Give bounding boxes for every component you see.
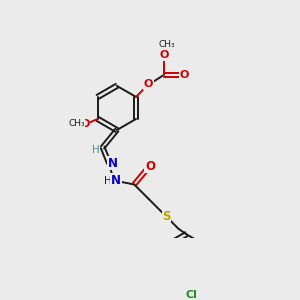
Text: S: S	[162, 210, 171, 223]
Text: CH₃: CH₃	[158, 40, 175, 49]
Text: O: O	[160, 50, 169, 60]
Text: H: H	[92, 145, 99, 155]
Text: O: O	[179, 70, 189, 80]
Text: O: O	[80, 119, 90, 129]
Text: Cl: Cl	[185, 290, 197, 300]
Text: N: N	[108, 157, 118, 170]
Text: H: H	[103, 176, 111, 186]
Text: O: O	[145, 160, 155, 173]
Text: O: O	[144, 79, 153, 89]
Text: CH₃: CH₃	[68, 119, 85, 128]
Text: N: N	[111, 174, 121, 187]
